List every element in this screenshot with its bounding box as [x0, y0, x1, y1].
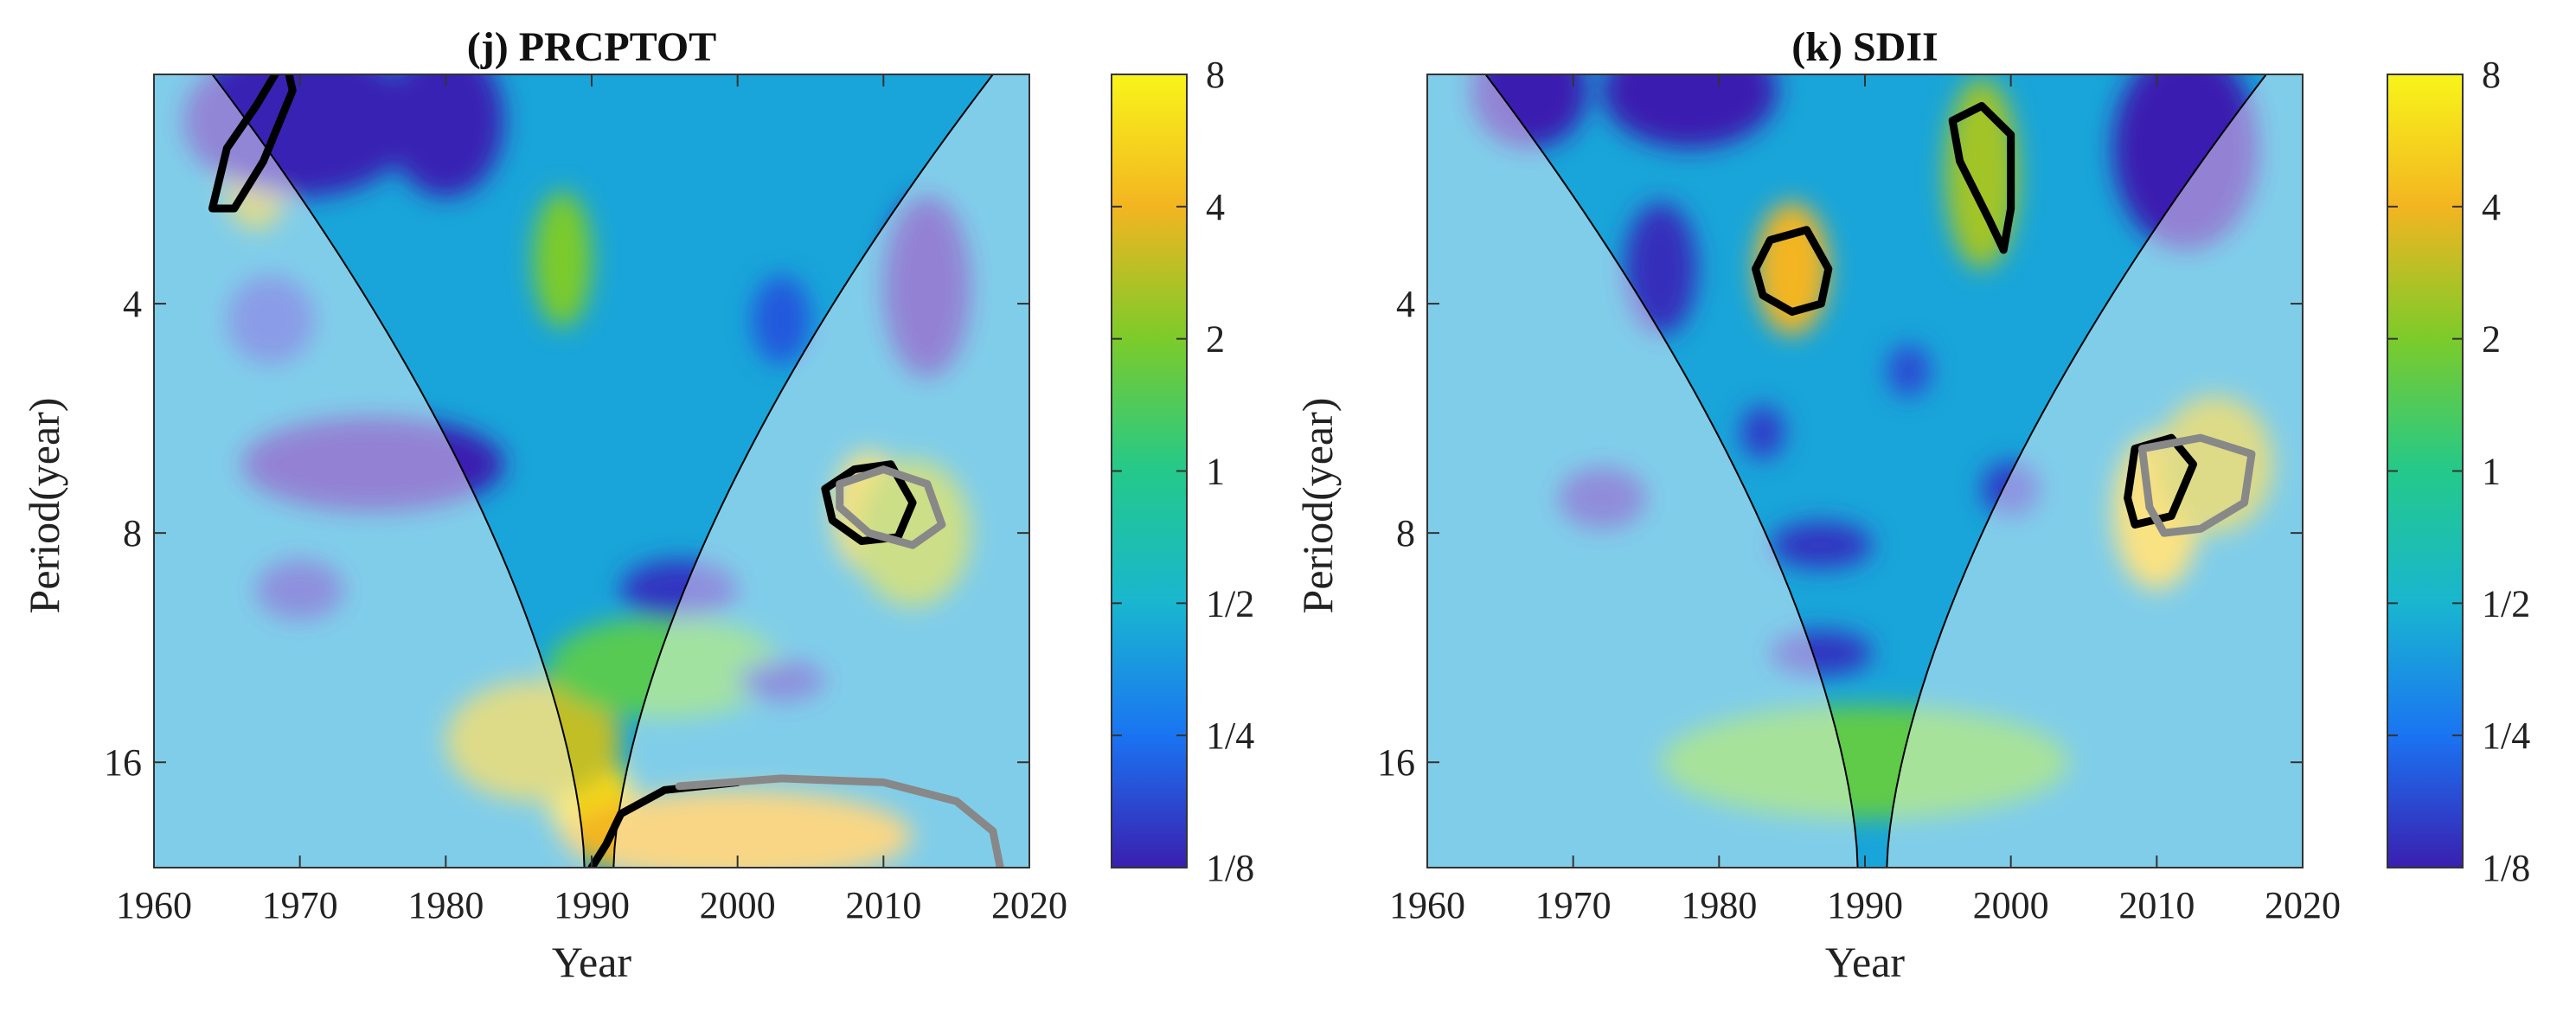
- y-axis-label-sdii: Period(year): [1293, 398, 1342, 614]
- power-blob: [1602, 74, 1778, 149]
- significance-contour: [821, 460, 917, 546]
- power-blob: [1740, 405, 1785, 459]
- power-blob: [1887, 344, 1931, 397]
- y-tick-label: 8: [1396, 512, 1415, 554]
- colorbar-tick-label: 1/4: [2482, 715, 2530, 757]
- x-tick-label: 2000: [700, 884, 776, 926]
- x-tick-label: 1990: [1827, 884, 1903, 926]
- power-blob: [752, 275, 811, 364]
- wavelet-heatmap-prcptot: [154, 74, 1029, 868]
- chart-title-prcptot: (j) PRCPTOT: [467, 24, 716, 70]
- x-tick-label: 1970: [1535, 884, 1612, 926]
- panel-sdii: (k) SDII 1960 1970 1980 1990 2000 2010 2020481…: [1293, 24, 2530, 986]
- colorbar-gradient: [2387, 74, 2464, 868]
- y-axis-label-prcptot: Period(year): [20, 398, 68, 614]
- x-tick-label: 1970: [262, 884, 338, 926]
- coi-line-left: [1484, 74, 1859, 868]
- colorbar-tick-label: 4: [2482, 186, 2501, 228]
- colorbar-tick-label: 8: [1206, 54, 1225, 96]
- power-blob: [1770, 522, 1873, 568]
- wavelet-heatmap-sdii: [1427, 74, 2303, 868]
- significance-contour: [2124, 433, 2197, 529]
- colorbar-tick-label: 1/4: [1206, 715, 1254, 757]
- x-tick-label: 1980: [407, 884, 484, 926]
- power-blob: [533, 191, 592, 328]
- y-tick-label: 4: [1396, 283, 1415, 325]
- x-axis-label-prcptot: Year: [552, 938, 631, 986]
- x-axis-label-sdii: Year: [1825, 938, 1905, 986]
- colorbar-gradient: [1111, 74, 1188, 868]
- y-tick-label: 16: [1377, 741, 1415, 784]
- significance-contour: [1752, 226, 1833, 317]
- power-blob: [445, 680, 621, 802]
- power-blob: [2112, 74, 2259, 250]
- colorbar-tick-label: 2: [2482, 318, 2501, 361]
- coi-shade-right: [613, 74, 1029, 868]
- significance-contour: [208, 74, 297, 213]
- coi-shade-left: [1427, 74, 1858, 868]
- colorbar-tick-label: 1: [2482, 451, 2501, 493]
- y-tick-label: 8: [123, 512, 142, 554]
- power-blob: [737, 660, 825, 702]
- power-blob: [256, 560, 344, 620]
- panel-prcptot: (j) PRCPTOT 1960 1970 1980 1990 2000 2010 2020…: [20, 24, 1254, 986]
- significance-contour: [836, 465, 946, 549]
- x-tick-label: 1960: [116, 884, 192, 926]
- power-blob: [227, 275, 315, 364]
- power-blob: [387, 74, 504, 198]
- x-tick-label: 2020: [2265, 884, 2341, 926]
- colorbar-tick-label: 2: [1206, 318, 1225, 361]
- x-tick-label: 1990: [554, 884, 630, 926]
- power-blob: [183, 74, 417, 198]
- colorbar-tick-label: 1/8: [1206, 847, 1254, 889]
- coi-line-right: [612, 74, 994, 868]
- coi-line-left: [211, 74, 586, 868]
- y-tick-label: 4: [123, 283, 142, 325]
- significance-contour: [675, 774, 1004, 868]
- y-tick-label: 16: [104, 741, 142, 784]
- x-tick-label: 2000: [1973, 884, 2049, 926]
- x-tick-label: 2020: [991, 884, 1067, 926]
- power-blob: [548, 616, 782, 719]
- coi-line-right: [1886, 74, 2267, 868]
- colorbar-tick-label: 1/8: [2482, 847, 2530, 889]
- axes-sdii: 1960 1970 1980 1990 2000 2010 2020 4 8 16: [1377, 74, 2341, 926]
- significance-contour: [1948, 101, 2015, 254]
- power-blob: [241, 417, 504, 512]
- power-blob: [1558, 467, 1646, 529]
- power-blob: [562, 790, 913, 868]
- x-tick-label: 2010: [2118, 884, 2195, 926]
- power-blob: [1660, 705, 2070, 819]
- power-blob: [1770, 631, 1873, 676]
- colorbar-tick-label: 8: [2482, 54, 2501, 96]
- colorbar-tick-label: 1: [1206, 451, 1225, 493]
- colorbar-tick-label: 4: [1206, 186, 1225, 228]
- colorbar-sdii: 1/8 1/4 1/2 1 2 4 8: [2387, 54, 2530, 889]
- significance-contour: [2137, 433, 2256, 537]
- axes-prcptot: 1960 1970 1980 1990 2000 2010 2020 4 8 16: [104, 74, 1067, 926]
- coi-shade-right: [1887, 74, 2303, 868]
- x-tick-label: 1980: [1681, 884, 1757, 926]
- chart-title-sdii: (k) SDII: [1791, 24, 1938, 70]
- x-tick-label: 1960: [1389, 884, 1465, 926]
- colorbar-prcptot: 1/8 1/4 1/2 1 2 4 8: [1111, 54, 1254, 889]
- coi-shade-left: [154, 74, 585, 868]
- colorbar-tick-label: 1/2: [1206, 582, 1254, 625]
- x-tick-label: 2010: [845, 884, 921, 926]
- power-blob: [854, 458, 971, 607]
- colorbar-tick-label: 1/2: [2482, 582, 2530, 625]
- power-blob: [883, 195, 971, 378]
- power-blob: [620, 560, 738, 620]
